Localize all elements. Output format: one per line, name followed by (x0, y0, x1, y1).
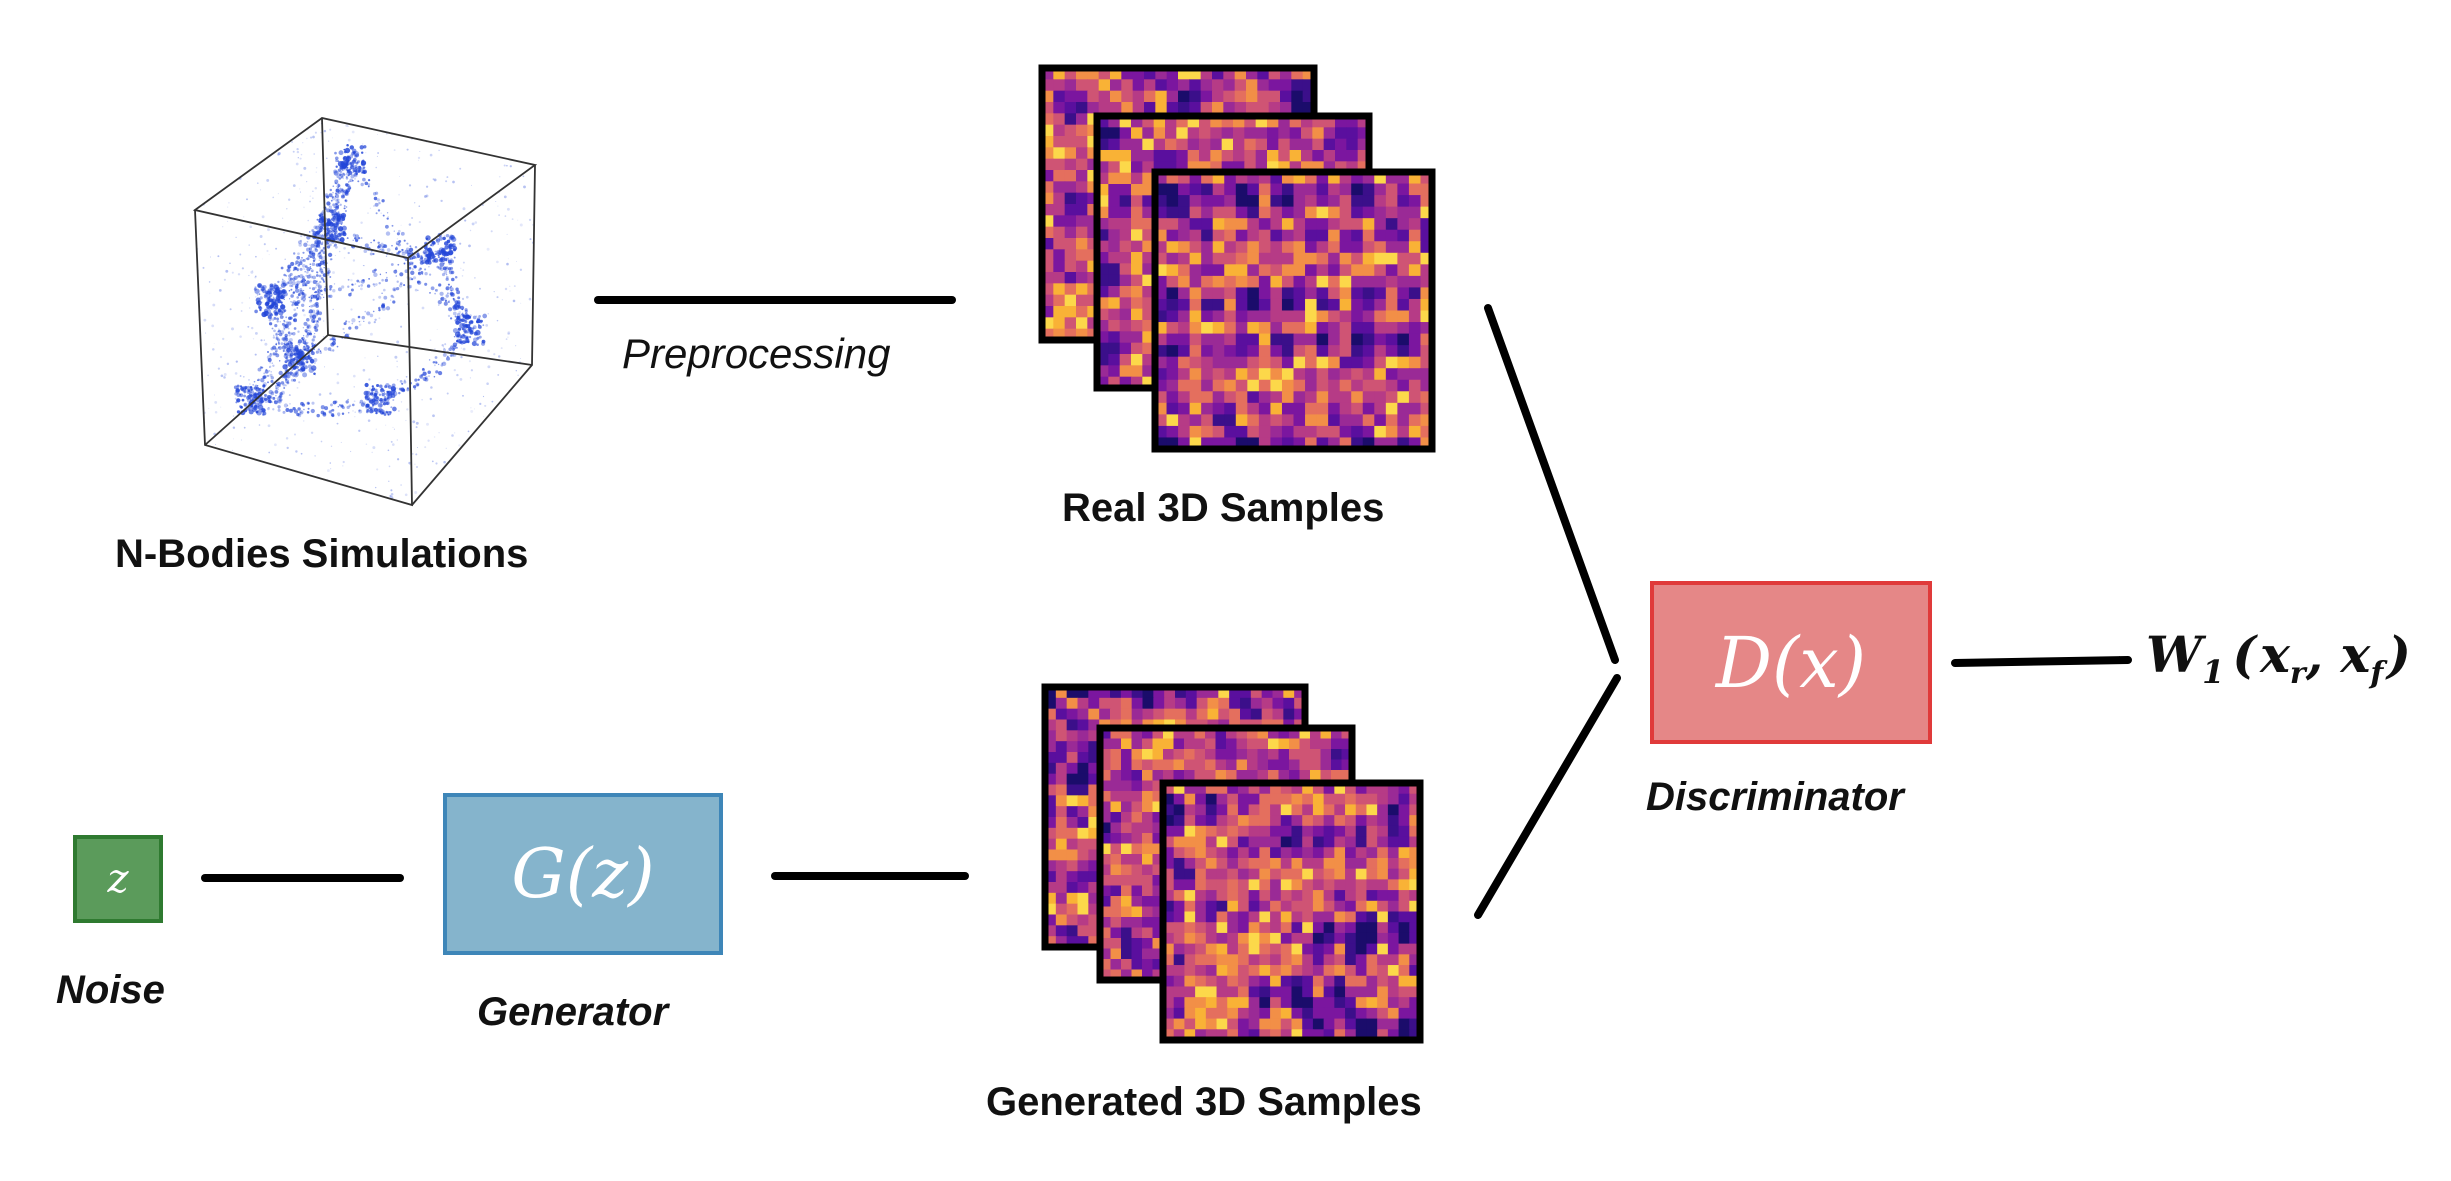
noise-input-box: z (73, 835, 163, 923)
nbody-label: N-Bodies Simulations (115, 532, 529, 576)
flow-arrows (201, 296, 2132, 919)
noise-label: Noise (56, 968, 165, 1012)
cube-edges (192, 117, 538, 507)
real-slice-front (1151, 168, 1436, 453)
cube-density-points (195, 118, 535, 505)
real-samples-label: Real 3D Samples (1062, 486, 1385, 530)
open-paren: ( (2232, 625, 2257, 684)
discriminator-box: D(x) (1650, 581, 1932, 744)
wasserstein-distance: W1 (xr, xf) (2146, 625, 2411, 691)
real-to-discriminator-arrow (1484, 304, 1619, 664)
generated-samples-label: Generated 3D Samples (986, 1080, 1422, 1124)
simulation-cube-icon (192, 117, 538, 507)
x-fake-subscript: f (2370, 656, 2384, 691)
generator-box: G(z) (443, 793, 723, 955)
noise-variable: z (107, 856, 129, 902)
real-samples-stack (1038, 64, 1436, 453)
wasserstein-w: W (2146, 625, 2203, 684)
generator-label: Generator (477, 990, 669, 1034)
wasserstein-subscript: 1 (2202, 653, 2225, 691)
x-real-subscript: r (2289, 656, 2306, 691)
generator-function: G(z) (511, 834, 655, 914)
comma: , (2305, 625, 2341, 684)
preprocessing-label: Preprocessing (622, 330, 891, 377)
x-fake: x (2340, 625, 2371, 684)
generated-to-discriminator-arrow (1474, 674, 1621, 919)
discriminator-label: Discriminator (1646, 775, 1904, 819)
close-paren: ) (2387, 625, 2411, 684)
discriminator-output-arrow (1951, 656, 2132, 667)
x-real: x (2260, 625, 2290, 684)
discriminator-function: D(x) (1715, 621, 1867, 704)
generated-samples-stack (1041, 683, 1424, 1044)
generated-slice-front (1159, 779, 1424, 1044)
